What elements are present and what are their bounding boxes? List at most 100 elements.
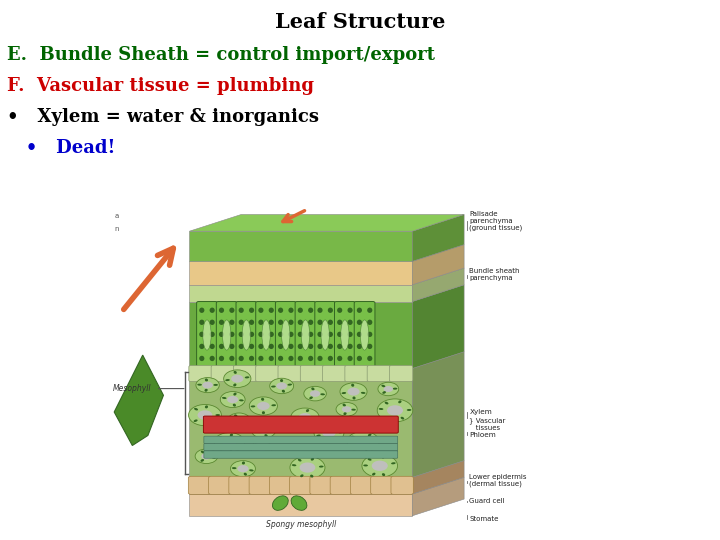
Ellipse shape bbox=[229, 320, 235, 325]
Ellipse shape bbox=[367, 320, 372, 325]
Ellipse shape bbox=[407, 409, 411, 411]
Circle shape bbox=[300, 462, 315, 472]
Ellipse shape bbox=[297, 320, 303, 325]
Ellipse shape bbox=[242, 320, 251, 350]
Ellipse shape bbox=[330, 424, 333, 427]
Ellipse shape bbox=[316, 435, 320, 437]
Ellipse shape bbox=[367, 332, 372, 337]
Ellipse shape bbox=[278, 332, 283, 337]
Circle shape bbox=[314, 423, 344, 442]
Circle shape bbox=[202, 453, 212, 460]
Ellipse shape bbox=[199, 332, 204, 337]
Ellipse shape bbox=[310, 475, 313, 477]
Ellipse shape bbox=[278, 308, 283, 313]
Polygon shape bbox=[114, 355, 163, 445]
Ellipse shape bbox=[308, 308, 313, 313]
Ellipse shape bbox=[308, 332, 313, 337]
Circle shape bbox=[189, 404, 221, 426]
Ellipse shape bbox=[348, 332, 353, 337]
FancyBboxPatch shape bbox=[300, 366, 323, 382]
Ellipse shape bbox=[269, 344, 274, 349]
Ellipse shape bbox=[210, 320, 215, 325]
FancyBboxPatch shape bbox=[391, 476, 413, 495]
Ellipse shape bbox=[194, 408, 198, 410]
Ellipse shape bbox=[229, 332, 235, 337]
Ellipse shape bbox=[261, 398, 264, 401]
Circle shape bbox=[270, 378, 294, 394]
Ellipse shape bbox=[205, 406, 208, 408]
Ellipse shape bbox=[230, 434, 233, 436]
Ellipse shape bbox=[310, 396, 313, 399]
Ellipse shape bbox=[260, 423, 264, 427]
Ellipse shape bbox=[210, 332, 215, 337]
Ellipse shape bbox=[392, 388, 397, 390]
FancyBboxPatch shape bbox=[354, 301, 375, 367]
Ellipse shape bbox=[229, 448, 233, 451]
Ellipse shape bbox=[372, 472, 375, 476]
Ellipse shape bbox=[357, 320, 362, 325]
Ellipse shape bbox=[343, 412, 346, 415]
FancyBboxPatch shape bbox=[189, 366, 212, 382]
Ellipse shape bbox=[249, 320, 254, 325]
Circle shape bbox=[384, 386, 393, 392]
Circle shape bbox=[197, 410, 212, 420]
Ellipse shape bbox=[215, 414, 220, 416]
Ellipse shape bbox=[201, 450, 204, 454]
FancyBboxPatch shape bbox=[211, 366, 235, 382]
Ellipse shape bbox=[238, 320, 244, 325]
Ellipse shape bbox=[258, 332, 264, 337]
Ellipse shape bbox=[348, 344, 353, 349]
Ellipse shape bbox=[264, 434, 268, 437]
Text: Guard cell: Guard cell bbox=[469, 498, 505, 504]
Ellipse shape bbox=[212, 456, 216, 458]
Ellipse shape bbox=[219, 332, 224, 337]
Ellipse shape bbox=[357, 344, 362, 349]
Text: F.  Vascular tissue = plumbing: F. Vascular tissue = plumbing bbox=[7, 77, 314, 94]
Ellipse shape bbox=[222, 397, 227, 399]
Ellipse shape bbox=[306, 422, 309, 426]
Ellipse shape bbox=[287, 383, 292, 386]
Circle shape bbox=[251, 422, 276, 438]
Circle shape bbox=[377, 399, 413, 422]
Ellipse shape bbox=[337, 332, 342, 337]
Ellipse shape bbox=[199, 308, 204, 313]
Ellipse shape bbox=[280, 379, 283, 382]
Circle shape bbox=[251, 441, 272, 455]
FancyBboxPatch shape bbox=[323, 366, 346, 382]
Text: Stomate: Stomate bbox=[469, 516, 499, 522]
Ellipse shape bbox=[357, 308, 362, 313]
Ellipse shape bbox=[233, 403, 236, 407]
Ellipse shape bbox=[306, 409, 309, 412]
Ellipse shape bbox=[232, 467, 236, 469]
Ellipse shape bbox=[302, 320, 310, 350]
Ellipse shape bbox=[291, 496, 307, 510]
Ellipse shape bbox=[238, 356, 244, 361]
Ellipse shape bbox=[297, 332, 303, 337]
Ellipse shape bbox=[357, 332, 362, 337]
Circle shape bbox=[310, 390, 320, 397]
Ellipse shape bbox=[318, 356, 323, 361]
FancyBboxPatch shape bbox=[204, 436, 397, 443]
Circle shape bbox=[342, 406, 351, 413]
Circle shape bbox=[276, 382, 287, 389]
Ellipse shape bbox=[318, 320, 323, 325]
Ellipse shape bbox=[249, 356, 254, 361]
Polygon shape bbox=[413, 285, 464, 368]
Ellipse shape bbox=[282, 390, 285, 393]
Polygon shape bbox=[189, 494, 413, 516]
Ellipse shape bbox=[205, 379, 208, 381]
Ellipse shape bbox=[245, 376, 249, 379]
Ellipse shape bbox=[243, 472, 247, 476]
Ellipse shape bbox=[328, 308, 333, 313]
Ellipse shape bbox=[210, 356, 215, 361]
Circle shape bbox=[348, 388, 359, 395]
Circle shape bbox=[257, 402, 270, 410]
Polygon shape bbox=[189, 261, 413, 285]
Ellipse shape bbox=[233, 371, 237, 374]
Polygon shape bbox=[413, 245, 464, 285]
Ellipse shape bbox=[271, 404, 276, 406]
FancyBboxPatch shape bbox=[335, 301, 355, 367]
Circle shape bbox=[234, 417, 244, 423]
Ellipse shape bbox=[199, 320, 204, 325]
Ellipse shape bbox=[249, 308, 254, 313]
